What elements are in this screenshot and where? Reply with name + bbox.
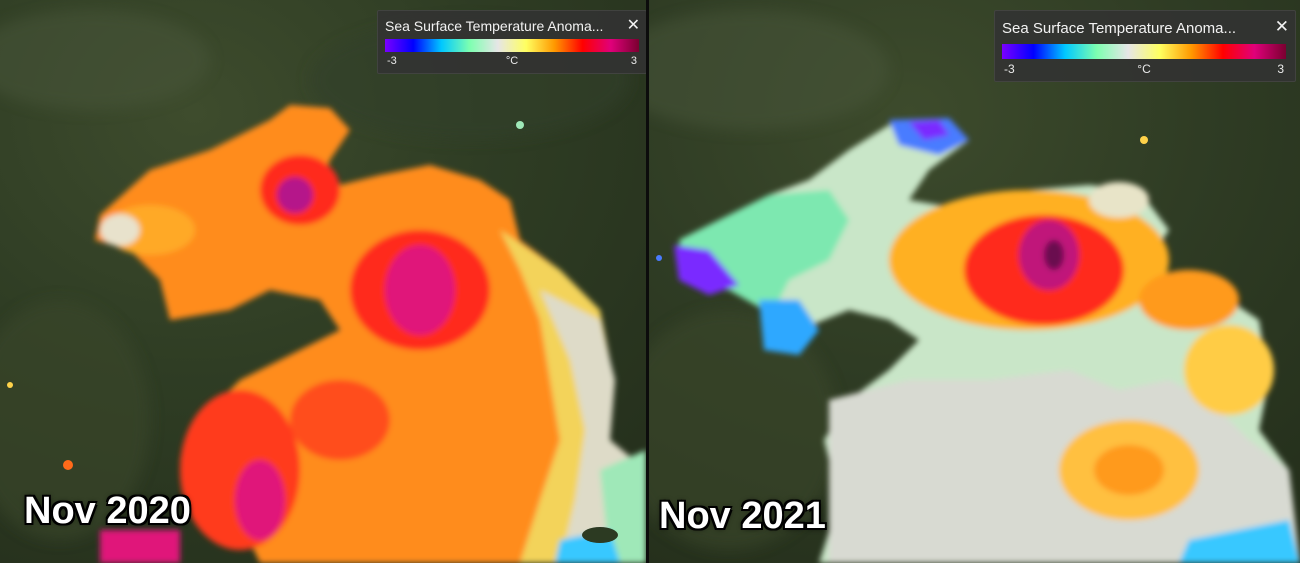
sst-anomaly-map-2021[interactable] <box>649 0 1300 563</box>
legend-title: Sea Surface Temperature Anoma... <box>385 18 604 34</box>
colorbar-max-label: 3 <box>630 55 637 67</box>
colorbar-legend: Sea Surface Temperature Anoma... ✕ -3 °C… <box>994 10 1296 82</box>
map-panel-nov-2020[interactable]: Sea Surface Temperature Anoma... ✕ -3 °C… <box>0 0 646 563</box>
colorbar <box>1002 44 1286 59</box>
colorbar-unit-label: °C <box>1137 62 1151 76</box>
legend-title: Sea Surface Temperature Anoma... <box>1002 20 1237 37</box>
date-label: Nov 2020 <box>24 490 191 532</box>
colorbar <box>385 39 639 52</box>
panel-divider <box>646 0 649 563</box>
colorbar-unit-label: °C <box>505 55 519 67</box>
colorbar-min-label: -3 <box>1004 62 1015 76</box>
colorbar-max-label: 3 <box>1277 62 1284 76</box>
close-icon[interactable]: ✕ <box>1274 17 1289 36</box>
date-label: Nov 2021 <box>659 495 826 537</box>
close-icon[interactable]: ✕ <box>626 17 640 34</box>
colorbar-legend: Sea Surface Temperature Anoma... ✕ -3 °C… <box>377 10 646 74</box>
map-panel-nov-2021[interactable]: Sea Surface Temperature Anoma... ✕ -3 °C… <box>649 0 1300 563</box>
sst-anomaly-map-2020[interactable] <box>0 0 646 563</box>
colorbar-min-label: -3 <box>387 55 397 67</box>
